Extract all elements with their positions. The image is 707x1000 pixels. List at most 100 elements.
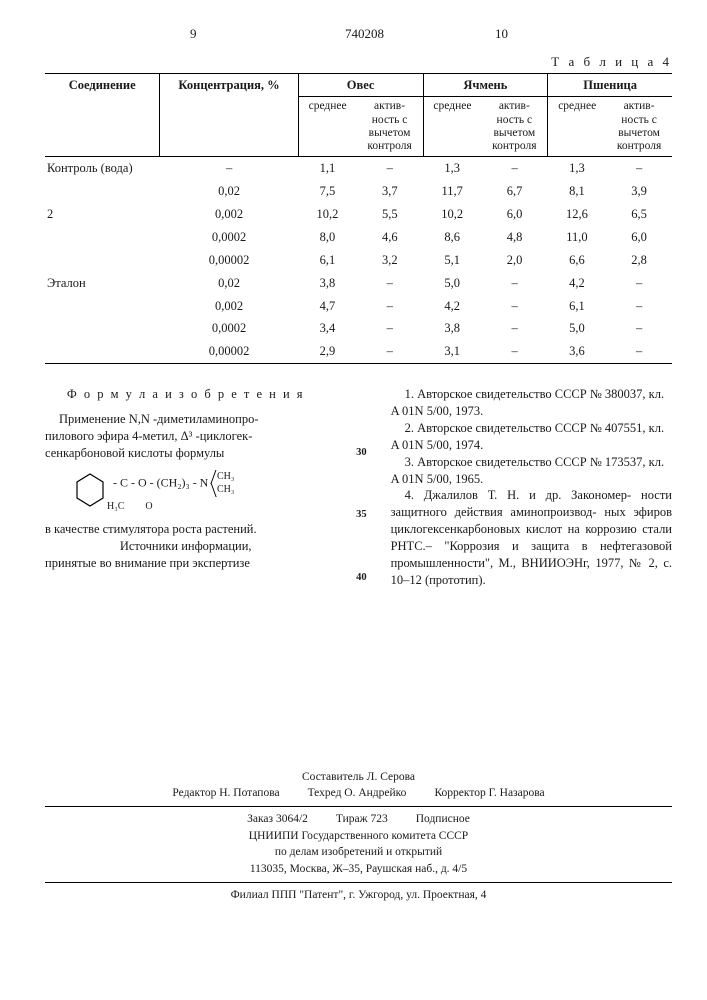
cell: 3,1 xyxy=(423,340,481,363)
cell: – xyxy=(606,272,672,295)
colophon-editor: Редактор Н. Потапова xyxy=(172,785,279,802)
cell xyxy=(45,180,160,203)
cell: – xyxy=(606,157,672,180)
cell: – xyxy=(606,340,672,363)
cell: 5,5 xyxy=(357,203,423,226)
sub-mean: среднее xyxy=(548,97,606,157)
cell: 11,0 xyxy=(548,226,606,249)
sub-act: актив- ность с вычетом контроля xyxy=(481,97,547,157)
colophon-podpisnoe: Подписное xyxy=(416,811,470,828)
page-header: 9 740208 10 xyxy=(45,25,672,47)
cell: 6,1 xyxy=(548,295,606,318)
para-line: принятые во внимание при экспертизе xyxy=(45,555,326,572)
ring-icon xyxy=(73,471,107,511)
para-line: Применение N,N -диметиламинопро- xyxy=(45,411,326,428)
cell: 6,7 xyxy=(481,180,547,203)
colophon-line: ЦНИИПИ Государственного комитета СССР xyxy=(45,828,672,845)
cell: 3,6 xyxy=(548,340,606,363)
ref-item: 2. Авторское свидетельство СССР № 407551… xyxy=(391,420,672,454)
para-line: Источники информации, xyxy=(45,538,326,555)
cell: – xyxy=(481,317,547,340)
para-line: пилового эфира 4-метил, Δ³ -циклогек- xyxy=(45,428,326,445)
cell: – xyxy=(357,340,423,363)
cell: 10,2 xyxy=(423,203,481,226)
chemical-formula: - C - O - (CH₂)₃ - N CH₃ CH₃ H₃C O xyxy=(73,470,326,514)
cell: 10,2 xyxy=(298,203,356,226)
invention-formula-title: Ф о р м у л а и з о б р е т е н и я xyxy=(45,386,326,403)
cell: – xyxy=(481,295,547,318)
colophon-tirazh: Тираж 723 xyxy=(336,811,388,828)
cell: 3,8 xyxy=(298,272,356,295)
page-num-left: 9 xyxy=(190,25,197,43)
colophon-order: Заказ 3064/2 xyxy=(247,811,308,828)
table-row: 0,000022,9–3,1–3,6– xyxy=(45,340,672,363)
cell: 6,5 xyxy=(606,203,672,226)
cell: – xyxy=(357,157,423,180)
cell xyxy=(45,249,160,272)
cell: 2,8 xyxy=(606,249,672,272)
page-num-right: 10 xyxy=(495,25,508,43)
sub-act: актив- ность с вычетом контроля xyxy=(357,97,423,157)
cell: 8,6 xyxy=(423,226,481,249)
table-row: Контроль (вода)–1,1–1,3–1,3– xyxy=(45,157,672,180)
cell: 12,6 xyxy=(548,203,606,226)
patent-number: 740208 xyxy=(345,25,384,43)
formula-o: O xyxy=(145,501,152,512)
line-numbers: 30 35 40 xyxy=(350,386,366,589)
colophon: Составитель Л. Серова Редактор Н. Потапо… xyxy=(45,769,672,904)
formula-text: - C - O - (CH₂)₃ - N xyxy=(113,475,208,489)
cell: 2,0 xyxy=(481,249,547,272)
col-compound: Соединение xyxy=(45,73,160,157)
para-line: сенкарбоновой кислоты формулы xyxy=(45,445,326,462)
cell: 4,6 xyxy=(357,226,423,249)
cell: 5,0 xyxy=(423,272,481,295)
para-line: в качестве стимулятора роста растений. xyxy=(45,521,326,538)
lineno: 40 xyxy=(350,571,366,585)
table-row: Эталон0,023,8–5,0–4,2– xyxy=(45,272,672,295)
left-column: Ф о р м у л а и з о б р е т е н и я Прим… xyxy=(45,386,326,589)
cell: – xyxy=(357,317,423,340)
cell: 2 xyxy=(45,203,160,226)
cell: – xyxy=(481,340,547,363)
cell: 4,8 xyxy=(481,226,547,249)
results-table: Соединение Концентрация, % Овес Ячмень П… xyxy=(45,73,672,365)
colophon-line: 113035, Москва, Ж–35, Раушская наб., д. … xyxy=(45,861,672,878)
cell: 6,0 xyxy=(481,203,547,226)
cell: 3,2 xyxy=(357,249,423,272)
lineno: 35 xyxy=(350,508,366,522)
cell: 5,1 xyxy=(423,249,481,272)
colophon-corrector: Корректор Г. Назарова xyxy=(434,785,544,802)
cell: 6,0 xyxy=(606,226,672,249)
cell: 7,5 xyxy=(298,180,356,203)
cell: 6,6 xyxy=(548,249,606,272)
cell: 8,0 xyxy=(298,226,356,249)
cell: Контроль (вода) xyxy=(45,157,160,180)
cell: – xyxy=(606,317,672,340)
cell: 1,1 xyxy=(298,157,356,180)
colophon-line: по делам изобретений и открытий xyxy=(45,844,672,861)
colophon-line: Филиал ППП "Патент", г. Ужгород, ул. Про… xyxy=(45,887,672,904)
ref-item: 1. Авторское свидетельство СССР № 380037… xyxy=(391,386,672,420)
cell: 0,0002 xyxy=(160,226,298,249)
col-oves: Овес xyxy=(298,73,423,97)
colophon-techred: Техред О. Андрейко xyxy=(308,785,407,802)
cell: Эталон xyxy=(45,272,160,295)
cell: – xyxy=(606,295,672,318)
col-yachmen: Ячмень xyxy=(423,73,548,97)
cell: 0,002 xyxy=(160,295,298,318)
cell: – xyxy=(160,157,298,180)
cell: 3,8 xyxy=(423,317,481,340)
sub-act: актив- ность с вычетом контроля xyxy=(606,97,672,157)
table-row: 20,00210,25,510,26,012,66,5 xyxy=(45,203,672,226)
col-pshenitsa: Пшеница xyxy=(548,73,672,97)
cell xyxy=(45,226,160,249)
cell: 8,1 xyxy=(548,180,606,203)
sub-mean: среднее xyxy=(298,97,356,157)
cell: 4,2 xyxy=(548,272,606,295)
cell: – xyxy=(357,272,423,295)
cell: 1,3 xyxy=(423,157,481,180)
cell: – xyxy=(481,272,547,295)
cell: 2,9 xyxy=(298,340,356,363)
cell: 0,00002 xyxy=(160,340,298,363)
cell xyxy=(45,295,160,318)
